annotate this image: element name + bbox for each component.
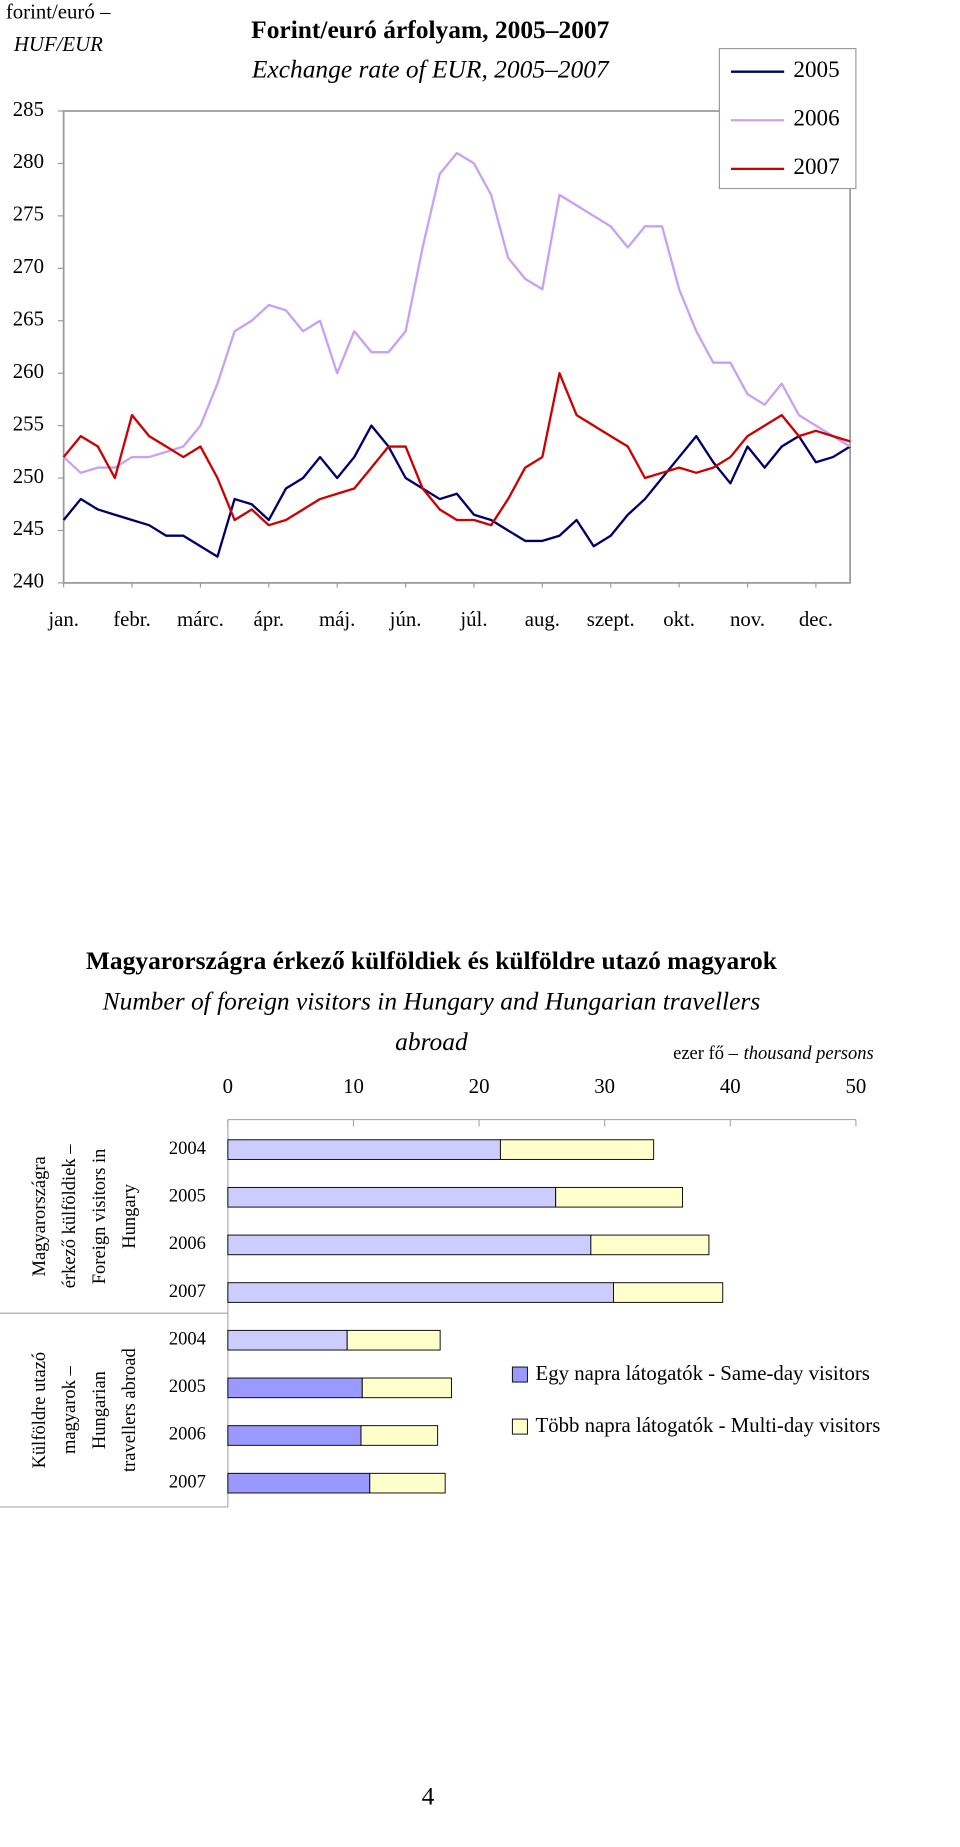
- page-number: 4: [422, 1781, 435, 1810]
- y-tick-label: 250: [13, 464, 44, 488]
- category-label: 2004: [169, 1139, 206, 1159]
- data-line: [62, 372, 851, 527]
- group-label: travellers abroad: [120, 1347, 140, 1472]
- plot-frame: [62, 110, 851, 584]
- legend-label: Egy napra látogatók - Same-day visitors: [536, 1361, 870, 1385]
- x-tick-label: ápr.: [254, 607, 285, 631]
- bar-segment: [346, 1329, 441, 1351]
- bar-segment: [369, 1472, 446, 1494]
- chart-title: Magyarországra érkező külföldiek és külf…: [86, 946, 778, 975]
- category-label: 2004: [169, 1329, 206, 1349]
- x-tick-label: 40: [720, 1074, 741, 1098]
- y-tick-label: 255: [13, 411, 44, 435]
- x-tick-label: 20: [469, 1074, 490, 1098]
- y-tick-label: 245: [13, 516, 44, 540]
- data-line: [62, 151, 851, 474]
- y-tick-label: 280: [13, 149, 44, 173]
- x-tick-label: 30: [594, 1074, 615, 1098]
- chart-subtitle: abroad: [395, 1027, 468, 1056]
- bar-segment: [227, 1472, 371, 1494]
- unit-label: thousand persons: [744, 1044, 874, 1064]
- y-tick-label: 275: [13, 202, 44, 226]
- bar-segment: [227, 1329, 348, 1351]
- x-tick-label: nov.: [730, 607, 765, 631]
- bar-segment: [227, 1186, 557, 1208]
- y-tick-label: 240: [13, 569, 44, 593]
- category-label: 2006: [169, 1234, 206, 1254]
- chart-subtitle: Number of foreign visitors in Hungary an…: [102, 987, 761, 1016]
- chart-title: Exchange rate of EUR, 2005–2007: [251, 55, 610, 84]
- x-tick-label: 50: [845, 1074, 866, 1098]
- x-tick-label: 0: [223, 1074, 233, 1098]
- unit-label: ezer fő –: [673, 1044, 738, 1064]
- data-line: [62, 424, 851, 558]
- x-tick-label: jún.: [389, 607, 422, 631]
- legend-label: 2006: [793, 106, 839, 132]
- legend-label: 2007: [793, 154, 839, 180]
- y-tick-label: 270: [13, 254, 44, 278]
- x-tick-label: febr.: [113, 607, 151, 631]
- legend-swatch: [511, 1366, 528, 1383]
- x-tick-label: szept.: [587, 607, 635, 631]
- group-label: Hungary: [120, 1183, 140, 1248]
- y-tick-label: 265: [13, 307, 44, 331]
- x-tick-label: dec.: [799, 607, 833, 631]
- x-tick-label: júl.: [459, 607, 487, 631]
- legend-label: Több napra látogatók - Multi-day visitor…: [536, 1413, 881, 1437]
- bar-segment: [613, 1282, 724, 1303]
- bar-segment: [227, 1377, 363, 1399]
- y-tick-label: 285: [13, 97, 44, 121]
- bar-segment: [361, 1377, 452, 1399]
- group-label: Magyarországra: [30, 1156, 50, 1276]
- group-label: Hungarian: [90, 1371, 110, 1449]
- x-tick-label: márc.: [177, 607, 224, 631]
- bar-segment: [227, 1282, 614, 1303]
- x-tick-label: 10: [343, 1074, 364, 1098]
- bar-segment: [555, 1186, 684, 1208]
- bar-segment: [360, 1425, 439, 1446]
- bar-segment: [499, 1139, 655, 1160]
- x-tick-label: aug.: [525, 607, 560, 631]
- category-label: 2006: [169, 1425, 206, 1445]
- category-label: 2005: [169, 1377, 206, 1397]
- group-label: magyarok –: [60, 1365, 80, 1454]
- bar-segment: [227, 1234, 592, 1256]
- x-tick-label: okt.: [663, 607, 695, 631]
- group-label: Külföldre utazó: [30, 1352, 50, 1469]
- group-label: érkező külföldiek –: [60, 1144, 80, 1289]
- bar-segment: [227, 1139, 501, 1160]
- x-tick-label: máj.: [319, 607, 355, 631]
- category-label: 2007: [169, 1472, 206, 1492]
- bar-segment: [590, 1234, 710, 1256]
- y-axis-title: HUF/EUR: [13, 32, 103, 56]
- y-tick-label: 260: [13, 359, 44, 383]
- legend-swatch: [511, 1418, 528, 1435]
- group-label: Foreign visitors in: [90, 1149, 110, 1285]
- chart-title: Forint/euró árfolyam, 2005–2007: [251, 15, 609, 44]
- category-label: 2005: [169, 1187, 206, 1207]
- legend-label: 2005: [793, 57, 839, 83]
- y-axis-title: forint/euró –: [6, 0, 111, 24]
- x-tick-label: jan.: [47, 607, 79, 631]
- bar-segment: [227, 1425, 362, 1446]
- category-label: 2007: [169, 1282, 206, 1302]
